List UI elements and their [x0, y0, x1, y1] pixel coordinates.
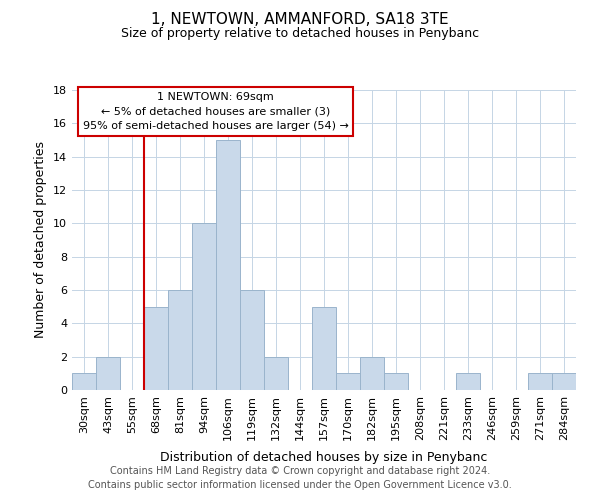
Bar: [216, 140, 240, 390]
Bar: [384, 374, 408, 390]
Bar: [360, 356, 384, 390]
Bar: [240, 290, 264, 390]
Bar: [72, 374, 96, 390]
Bar: [456, 374, 480, 390]
Y-axis label: Number of detached properties: Number of detached properties: [34, 142, 47, 338]
Bar: [336, 374, 360, 390]
Bar: [528, 374, 552, 390]
Bar: [144, 306, 168, 390]
Text: Contains HM Land Registry data © Crown copyright and database right 2024.: Contains HM Land Registry data © Crown c…: [110, 466, 490, 476]
Text: 1 NEWTOWN: 69sqm
← 5% of detached houses are smaller (3)
95% of semi-detached ho: 1 NEWTOWN: 69sqm ← 5% of detached houses…: [83, 92, 349, 131]
Bar: [192, 224, 216, 390]
Bar: [96, 356, 120, 390]
Text: Size of property relative to detached houses in Penybanc: Size of property relative to detached ho…: [121, 28, 479, 40]
Bar: [552, 374, 576, 390]
X-axis label: Distribution of detached houses by size in Penybanc: Distribution of detached houses by size …: [160, 451, 488, 464]
Text: 1, NEWTOWN, AMMANFORD, SA18 3TE: 1, NEWTOWN, AMMANFORD, SA18 3TE: [151, 12, 449, 28]
Bar: [264, 356, 288, 390]
Bar: [168, 290, 192, 390]
Bar: [312, 306, 336, 390]
Text: Contains public sector information licensed under the Open Government Licence v3: Contains public sector information licen…: [88, 480, 512, 490]
